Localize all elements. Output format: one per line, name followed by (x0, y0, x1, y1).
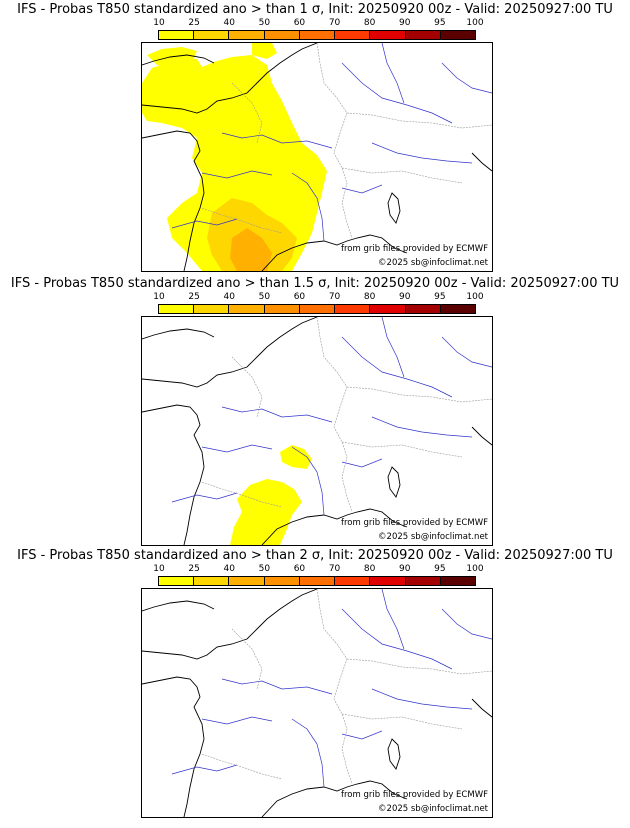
colorbar-segment (335, 305, 371, 313)
coastlines (142, 317, 492, 545)
colorbar-segment (440, 305, 475, 313)
colorbar-segment (264, 577, 300, 585)
borders (201, 43, 492, 239)
colorbar-segment (159, 31, 195, 39)
colorbar-tick-label: 40 (223, 564, 235, 574)
colorbar-tick-label: 50 (258, 292, 271, 302)
colorbar (158, 576, 476, 586)
colorbar-tick-label: 60 (293, 564, 306, 574)
rivers (171, 589, 492, 788)
colorbar-segment (229, 305, 265, 313)
colorbar-tick-label: 90 (399, 292, 411, 302)
colorbar-tick-label: 25 (188, 18, 200, 28)
panel-title: IFS - Probas T850 standardized ano > tha… (10, 276, 620, 291)
colorbar-tick-label: 100 (466, 18, 484, 28)
colorbar-tick-label: 80 (363, 564, 376, 574)
copyright: ©2025 sb@infoclimat.net (378, 258, 488, 268)
data-credit: from grib files provided by ECMWF (341, 244, 488, 254)
colorbar-ticks: 10 25 40 50 60 70 80 90 95 100 (153, 564, 483, 575)
data-credit: from grib files provided by ECMWF (341, 790, 488, 800)
colorbar-segment (299, 31, 336, 39)
colorbar-tick-label: 95 (434, 564, 446, 574)
colorbar-segment (440, 577, 475, 585)
colorbar-segment (370, 577, 406, 585)
probability-shading (142, 43, 327, 271)
colorbar-segment (335, 577, 371, 585)
colorbar-tick-label: 60 (293, 18, 306, 28)
colorbar-segment (229, 577, 265, 585)
colorbar-segment (264, 305, 300, 313)
colorbar-segment (335, 31, 371, 39)
colorbar-segment (440, 31, 475, 39)
copyright: ©2025 sb@infoclimat.net (378, 532, 488, 542)
colorbar (158, 304, 476, 314)
colorbar-tick-label: 10 (153, 292, 165, 302)
colorbar-segment (264, 31, 300, 39)
colorbar-segment (405, 577, 441, 585)
colorbar (158, 30, 476, 40)
probability-map: from grib files provided by ECMWF ©2025 … (141, 316, 493, 546)
colorbar-segment (194, 305, 230, 313)
colorbar-tick-label: 90 (399, 564, 411, 574)
colorbar-segment (194, 31, 230, 39)
colorbar-tick-label: 25 (188, 292, 200, 302)
colorbar-segment (159, 305, 195, 313)
map-canvas (142, 317, 492, 545)
colorbar-tick-label: 90 (399, 18, 411, 28)
colorbar-ticks: 10 25 40 50 60 70 80 90 95 100 (153, 18, 483, 29)
colorbar-tick-label: 50 (258, 564, 271, 574)
colorbar-segment (370, 31, 406, 39)
colorbar-segment (194, 577, 230, 585)
coastlines (142, 589, 492, 817)
colorbar-tick-label: 50 (258, 18, 271, 28)
colorbar-segment (299, 577, 336, 585)
map-canvas (142, 589, 492, 817)
map-panel-3: IFS - Probas T850 standardized ano > tha… (0, 548, 630, 820)
colorbar-ticks: 10 25 40 50 60 70 80 90 95 100 (153, 292, 483, 303)
probability-map: from grib files provided by ECMWF ©2025 … (141, 588, 493, 818)
colorbar-segment (159, 577, 195, 585)
colorbar-tick-label: 100 (466, 564, 484, 574)
colorbar-tick-label: 25 (188, 564, 200, 574)
copyright: ©2025 sb@infoclimat.net (378, 804, 488, 814)
colorbar-tick-label: 40 (223, 18, 235, 28)
colorbar-tick-label: 10 (153, 18, 165, 28)
probability-map: from grib files provided by ECMWF ©2025 … (141, 42, 493, 272)
map-panel-1: IFS - Probas T850 standardized ano > tha… (0, 2, 630, 274)
borders (201, 317, 492, 513)
rivers (171, 43, 492, 242)
borders (201, 589, 492, 785)
panel-title: IFS - Probas T850 standardized ano > tha… (17, 2, 613, 17)
map-canvas (142, 43, 492, 271)
colorbar-segment (370, 305, 406, 313)
colorbar-segment (229, 31, 265, 39)
colorbar-tick-label: 70 (328, 292, 341, 302)
colorbar-tick-label: 95 (434, 292, 446, 302)
data-credit: from grib files provided by ECMWF (341, 518, 488, 528)
colorbar-segment (299, 305, 336, 313)
colorbar-tick-label: 100 (466, 292, 484, 302)
colorbar-tick-label: 80 (363, 18, 376, 28)
coastlines (142, 43, 492, 271)
colorbar-tick-label: 95 (434, 18, 446, 28)
colorbar-tick-label: 80 (363, 292, 376, 302)
colorbar-segment (405, 31, 441, 39)
probability-shading (230, 445, 312, 545)
colorbar-tick-label: 70 (328, 18, 341, 28)
colorbar-tick-label: 70 (328, 564, 341, 574)
colorbar-tick-label: 60 (293, 292, 306, 302)
colorbar-segment (405, 305, 441, 313)
colorbar-tick-label: 40 (223, 292, 235, 302)
panel-title: IFS - Probas T850 standardized ano > tha… (17, 548, 613, 563)
colorbar-tick-label: 10 (153, 564, 165, 574)
rivers (171, 317, 492, 516)
map-panel-2: IFS - Probas T850 standardized ano > tha… (0, 276, 630, 548)
